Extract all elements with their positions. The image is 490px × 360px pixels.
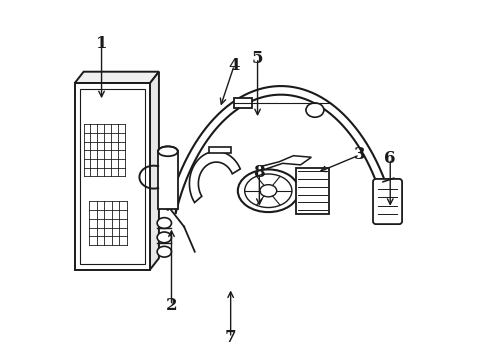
Text: 3: 3 — [354, 147, 366, 163]
Text: 5: 5 — [252, 50, 263, 67]
Bar — [296, 168, 329, 213]
Ellipse shape — [158, 147, 178, 156]
Polygon shape — [261, 156, 311, 170]
Text: 8: 8 — [253, 164, 265, 181]
Bar — [158, 151, 178, 209]
Text: 7: 7 — [225, 329, 237, 346]
Ellipse shape — [238, 170, 299, 212]
Ellipse shape — [157, 232, 171, 243]
Ellipse shape — [157, 218, 171, 228]
Bar — [80, 89, 145, 264]
Text: 2: 2 — [166, 297, 177, 314]
FancyBboxPatch shape — [373, 179, 402, 224]
Ellipse shape — [306, 103, 324, 117]
Polygon shape — [190, 151, 240, 203]
Bar — [234, 98, 252, 108]
Ellipse shape — [260, 185, 277, 197]
Polygon shape — [150, 72, 159, 270]
Text: 4: 4 — [228, 57, 240, 74]
Text: 6: 6 — [385, 150, 396, 167]
Ellipse shape — [157, 246, 171, 257]
Polygon shape — [209, 147, 231, 153]
Text: 1: 1 — [96, 35, 107, 52]
Bar — [74, 83, 150, 270]
Ellipse shape — [245, 174, 292, 207]
Polygon shape — [74, 72, 159, 83]
